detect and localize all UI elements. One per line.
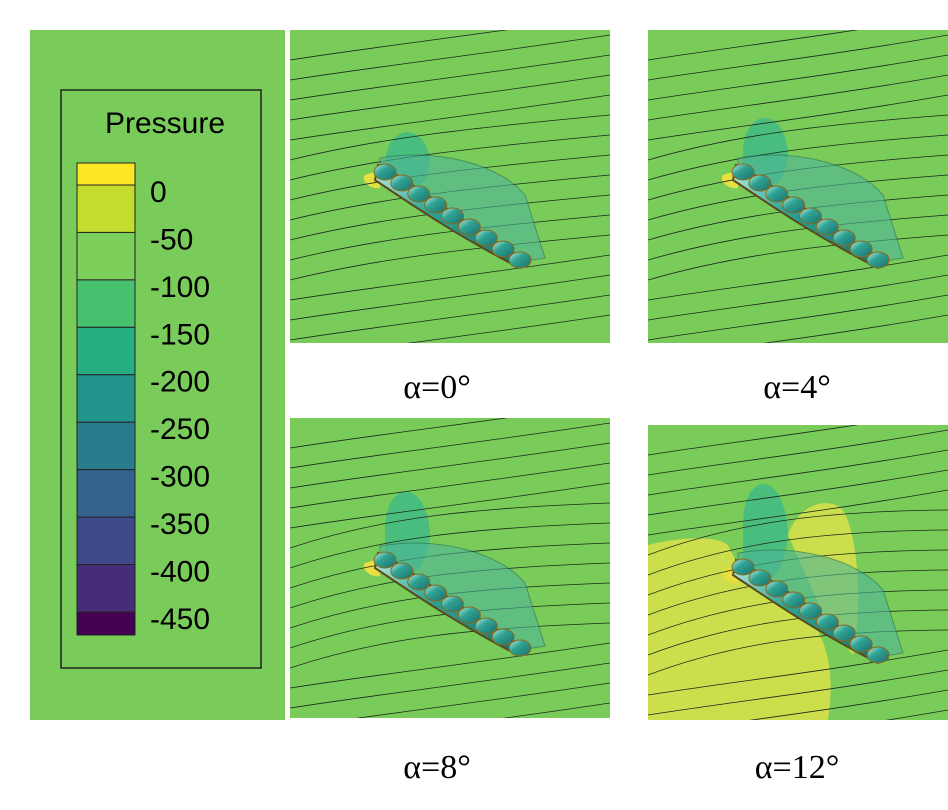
tubercle [374, 164, 396, 180]
tubercle [442, 208, 464, 224]
panel-caption: α=8° [403, 749, 471, 786]
tubercle [408, 574, 430, 590]
tubercle [783, 197, 805, 213]
colorbar-swatch [77, 375, 135, 422]
colorbar-swatch [77, 280, 135, 327]
tubercle [425, 585, 447, 601]
tubercle [374, 552, 396, 568]
tubercle [475, 230, 497, 246]
tubercle [391, 175, 413, 191]
flow-panel [648, 15, 948, 360]
tubercle [732, 164, 754, 180]
panel-caption: α=12° [755, 749, 840, 786]
tubercle [509, 252, 531, 268]
tubercle [867, 252, 889, 268]
colorbar-label: -450 [150, 603, 210, 636]
tubercle [442, 596, 464, 612]
tubercle [766, 186, 788, 202]
colorbar-label: -400 [150, 555, 210, 588]
tubercle [800, 603, 822, 619]
colorbar-swatch [77, 163, 135, 185]
panel-caption: α=4° [763, 369, 831, 406]
colorbar-swatch [77, 422, 135, 469]
panel-caption: α=0° [403, 369, 471, 406]
tubercle [749, 175, 771, 191]
tubercle [833, 230, 855, 246]
tubercle [492, 241, 514, 257]
flow-panel [290, 15, 610, 360]
tubercle [475, 618, 497, 634]
colorbar-swatch [77, 327, 135, 374]
tubercle [509, 640, 531, 656]
colorbar-label: -300 [150, 461, 210, 494]
tubercle [833, 625, 855, 641]
colorbar-label: -150 [150, 318, 210, 351]
tubercle [867, 647, 889, 663]
colorbar-swatch [77, 565, 135, 612]
colorbar-swatch [77, 517, 135, 564]
tubercle [458, 219, 480, 235]
tubercle [732, 559, 754, 575]
colorbar-label: -350 [150, 508, 210, 541]
tubercle [816, 614, 838, 630]
flow-panel [648, 410, 948, 755]
tubercle [816, 219, 838, 235]
tubercle [425, 197, 447, 213]
colorbar-label: -250 [150, 413, 210, 446]
colorbar-label: -200 [150, 366, 210, 399]
flow-panel [290, 403, 610, 748]
colorbar-swatch [77, 612, 135, 635]
tubercle [766, 581, 788, 597]
tubercle [492, 629, 514, 645]
tubercle [391, 563, 413, 579]
colorbar-swatch [77, 185, 135, 232]
figure: Pressure 0 -50 -100 -150 -200 -250 -300 -350 -40… [0, 0, 948, 810]
colorbar-swatch [77, 470, 135, 517]
panels [290, 15, 948, 755]
colorbar-title: Pressure [105, 107, 225, 140]
colorbar-label: -100 [150, 271, 210, 304]
tubercle [800, 208, 822, 224]
tubercle [749, 570, 771, 586]
tubercle [850, 241, 872, 257]
colorbar-label: -50 [150, 223, 193, 256]
tubercle [458, 607, 480, 623]
tubercle [850, 636, 872, 652]
colorbar-label: 0 [150, 176, 167, 209]
tubercle [783, 592, 805, 608]
colorbar-swatch [77, 232, 135, 279]
tubercle [408, 186, 430, 202]
